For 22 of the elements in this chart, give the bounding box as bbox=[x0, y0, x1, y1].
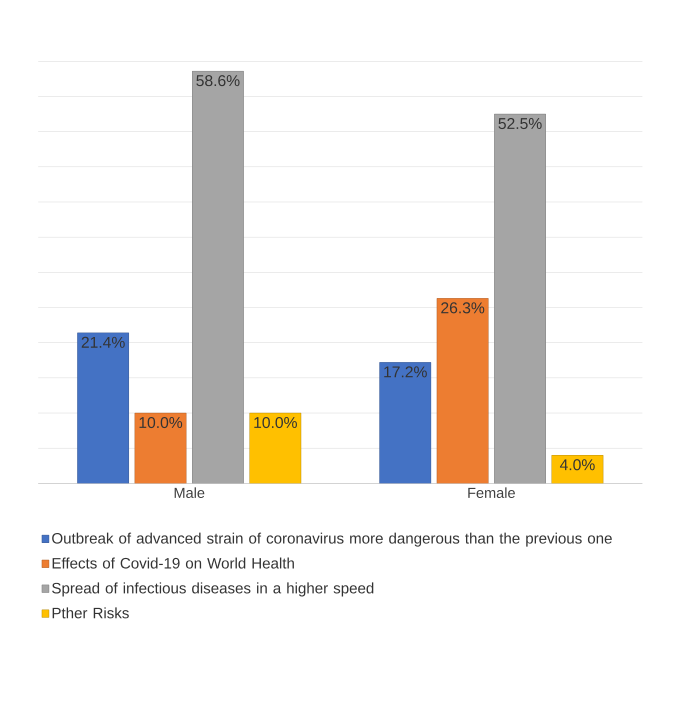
data-label: 10.0% bbox=[254, 416, 298, 428]
data-label: 4.0% bbox=[560, 459, 595, 470]
bar bbox=[494, 114, 546, 484]
data-label: 21.4% bbox=[82, 336, 125, 348]
bar bbox=[192, 70, 244, 484]
data-label: 26.3% bbox=[441, 302, 484, 314]
bar bbox=[380, 362, 432, 484]
x-tick-label: Female bbox=[468, 487, 516, 498]
legend-label: Outbreak of advanced strain of coronavirus more dangerous than the previous one bbox=[52, 532, 612, 547]
x-tick-label: Male bbox=[174, 487, 204, 498]
legend-label: Pther Risks bbox=[52, 607, 130, 618]
legend-label: Spread of infectious diseases in a higher speed bbox=[52, 582, 374, 596]
bar bbox=[436, 298, 489, 484]
bar bbox=[134, 412, 187, 484]
data-label: 17.2% bbox=[384, 366, 428, 378]
bar bbox=[77, 332, 130, 484]
data-label: 10.0% bbox=[140, 416, 182, 428]
bar bbox=[552, 455, 604, 484]
bar bbox=[250, 412, 302, 484]
legend-label: Effects of Covid-19 on World Health bbox=[52, 558, 294, 569]
data-label: 52.5% bbox=[498, 118, 542, 130]
data-label: 58.6% bbox=[196, 75, 240, 86]
